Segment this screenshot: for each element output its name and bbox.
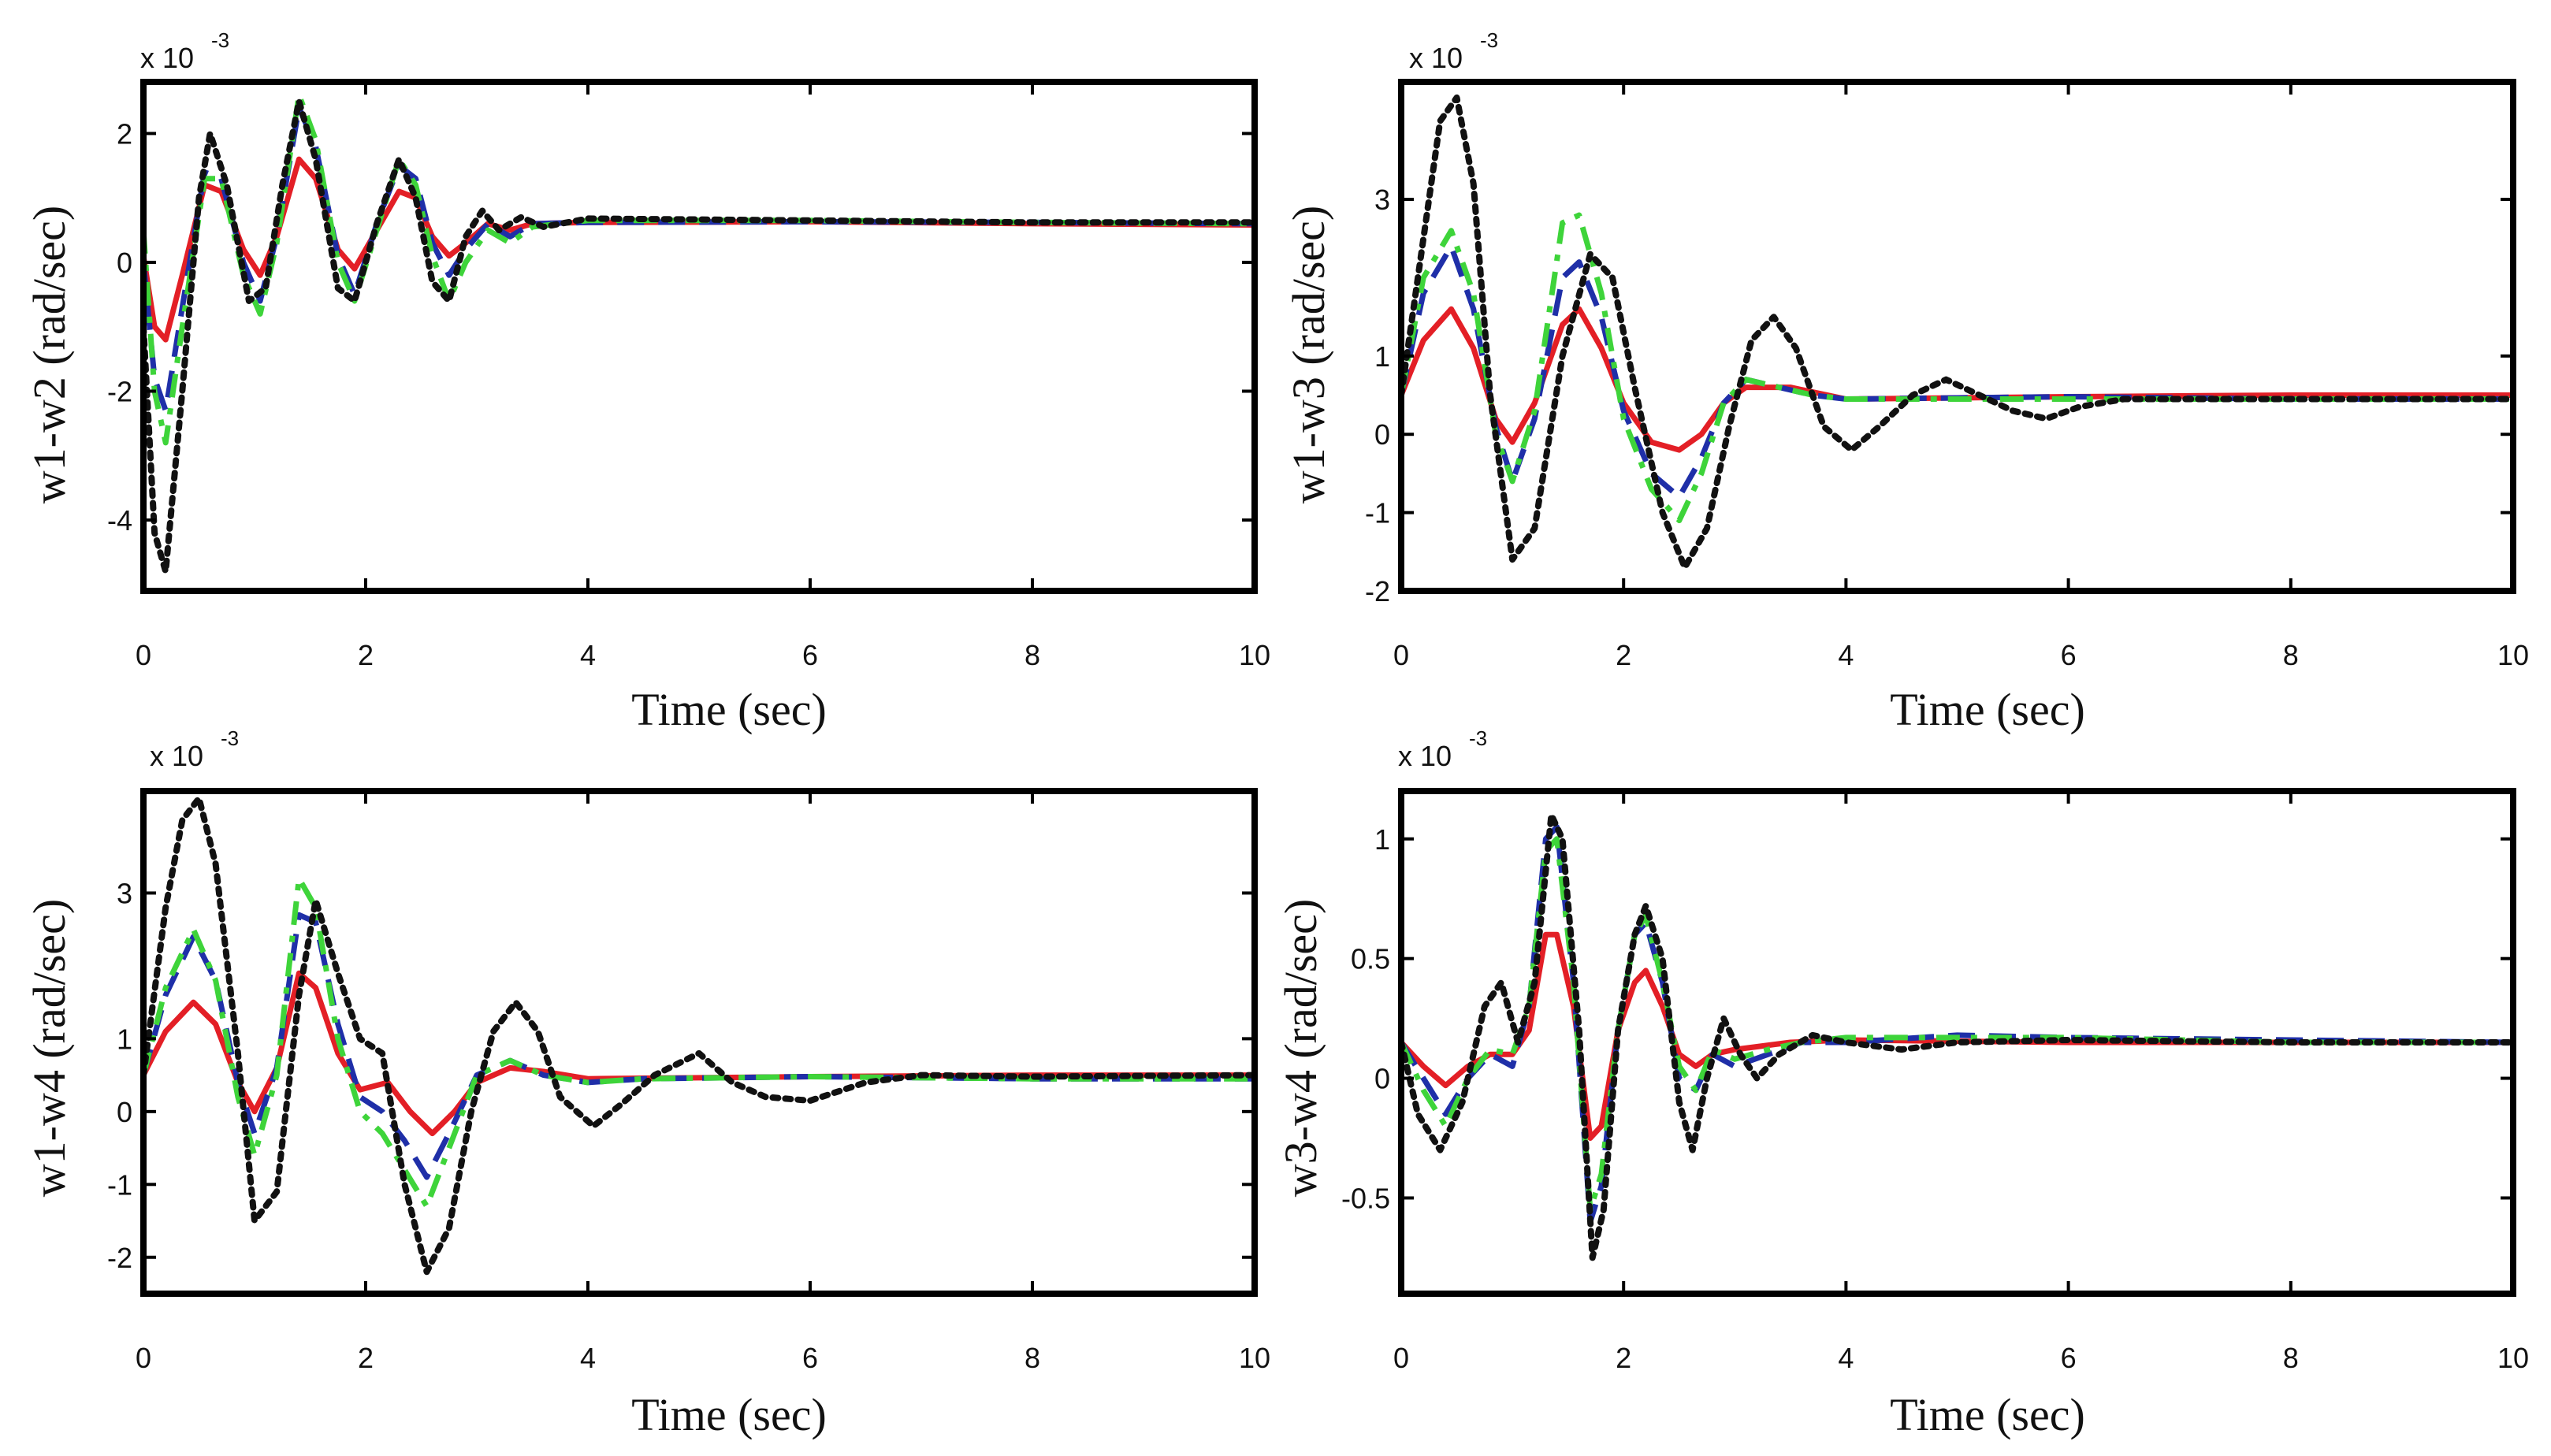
x-tick-label: 0 [136,1342,151,1374]
series-line-green-dash-dot [143,875,1255,1209]
x-tick-label: 6 [2061,639,2077,671]
y-tick-label: -1 [1365,497,1390,529]
series-line-green-dash-dot [1401,836,2513,1213]
scale-exponent: -3 [221,726,239,750]
y-tick-labels: -2 -1 0 1 3 [107,877,132,1273]
x-tick-label: 4 [580,639,596,671]
ticks [1400,82,2515,592]
y-axis-label: w1-w3 (rad/sec) [1283,206,1334,503]
scale-multiplier: x 10 [140,42,194,74]
series-line-red-solid [143,970,1255,1137]
y-tick-label: 0 [117,247,132,279]
series-line-black-dotted [143,795,1255,1276]
scale-multiplier: x 10 [1409,42,1463,74]
y-tick-label: 3 [1374,184,1390,216]
y-tick-label: -2 [107,1242,132,1274]
x-tick-label: 6 [802,639,818,671]
ticks [142,791,1256,1294]
x-tick-label: 0 [1393,639,1409,671]
y-axis-label: w3-w4 (rad/sec) [1275,899,1326,1197]
y-axis-label: w1-w4 (rad/sec) [24,899,75,1197]
x-axis-label: Time (sec) [631,1389,827,1440]
x-tick-label: 2 [1616,1342,1631,1374]
scale-exponent: -3 [1480,28,1498,52]
y-tick-label: 0 [1374,1063,1390,1095]
series-line-black-dotted [1401,94,2513,571]
x-tick-label: 4 [1838,639,1854,671]
x-tick-label: 8 [1024,1342,1040,1374]
scale-exponent: -3 [1469,726,1487,750]
x-tick-labels: 0 2 4 6 8 10 [1393,639,2529,671]
y-tick-label: -1 [107,1168,132,1201]
ticks [1400,791,2515,1294]
x-tick-label: 8 [2283,1342,2299,1374]
plot-frame [1398,79,2516,594]
plot-frame [140,79,1258,594]
plot-lines [1401,94,2513,571]
y-tick-label: -2 [1365,575,1390,607]
y-tick-label: 0 [117,1096,132,1128]
x-tick-label: 10 [1239,1342,1270,1374]
plot-frame [1398,788,2516,1297]
x-tick-label: 10 [2497,1342,2529,1374]
plot-lines [1401,812,2513,1261]
x-tick-labels: 0 2 4 6 8 10 [136,1342,1270,1374]
y-tick-labels: -0.5 0 0.5 1 [1341,823,1390,1215]
x-tick-label: 4 [580,1342,596,1374]
x-tick-label: 10 [2497,639,2529,671]
series-line-blue-dashed [1401,243,2513,500]
chart-w3-w4: 0 2 4 6 8 10 -0.5 0 0.5 1 x 10 -3 Time (sec) w3-… [1275,726,2529,1440]
y-tick-label: 1 [1374,823,1390,856]
plot-lines [143,795,1255,1276]
y-tick-label: 2 [117,117,132,150]
x-tick-label: 2 [358,639,374,671]
series-line-green-dash-dot [1401,212,2513,524]
x-tick-label: 2 [358,1342,374,1374]
y-tick-labels: -2 -1 0 1 3 [1365,184,1390,607]
y-tick-label: -2 [107,376,132,408]
chart-w1-w2: 0 2 4 6 8 10 -4 -2 0 2 x 10 -3 Time (sec) w1-w2 … [24,28,1270,735]
y-tick-label: 3 [117,877,132,909]
x-tick-labels: 0 2 4 6 8 10 [136,639,1270,671]
x-tick-label: 2 [1616,639,1631,671]
x-tick-label: 6 [802,1342,818,1374]
y-tick-label: 0.5 [1351,943,1390,975]
scale-multiplier: x 10 [150,740,203,772]
x-tick-label: 0 [136,639,151,671]
x-axis-label: Time (sec) [631,684,827,735]
x-tick-label: 6 [2061,1342,2077,1374]
x-tick-label: 8 [1024,639,1040,671]
series-line-red-solid [143,156,1255,343]
x-tick-label: 0 [1393,1342,1409,1374]
chart-w1-w3: 0 2 4 6 8 10 -2 -1 0 1 3 x 10 -3 Time (sec) w1-w3… [1283,28,2529,735]
series-line-black-dotted [1401,812,2513,1261]
y-tick-label: -0.5 [1341,1182,1390,1214]
x-tick-label: 10 [1239,639,1270,671]
series-line-blue-dashed [143,105,1255,414]
series-line-blue-dashed [143,912,1255,1180]
x-tick-labels: 0 2 4 6 8 10 [1393,1342,2529,1374]
x-tick-label: 8 [2283,639,2299,671]
series-line-green-dash-dot [143,91,1255,446]
y-tick-label: 1 [117,1023,132,1055]
ticks [142,82,1256,591]
x-axis-label: Time (sec) [1890,1389,2085,1440]
y-tick-label: 1 [1374,340,1390,373]
scale-exponent: -3 [211,28,229,52]
y-axis-label: w1-w2 (rad/sec) [24,206,75,503]
scale-multiplier: x 10 [1398,740,1452,772]
x-tick-label: 4 [1838,1342,1854,1374]
series-line-black-dotted [143,98,1255,575]
y-tick-label: -4 [107,504,132,537]
plot-frame [140,788,1258,1297]
y-tick-labels: -4 -2 0 2 [107,117,132,537]
chart-w1-w4: 0 2 4 6 8 10 -2 -1 0 1 3 x 10 -3 Time (sec) w1-w4… [24,726,1270,1440]
x-axis-label: Time (sec) [1890,684,2085,735]
y-tick-label: 0 [1374,418,1390,451]
plot-lines [143,91,1255,575]
